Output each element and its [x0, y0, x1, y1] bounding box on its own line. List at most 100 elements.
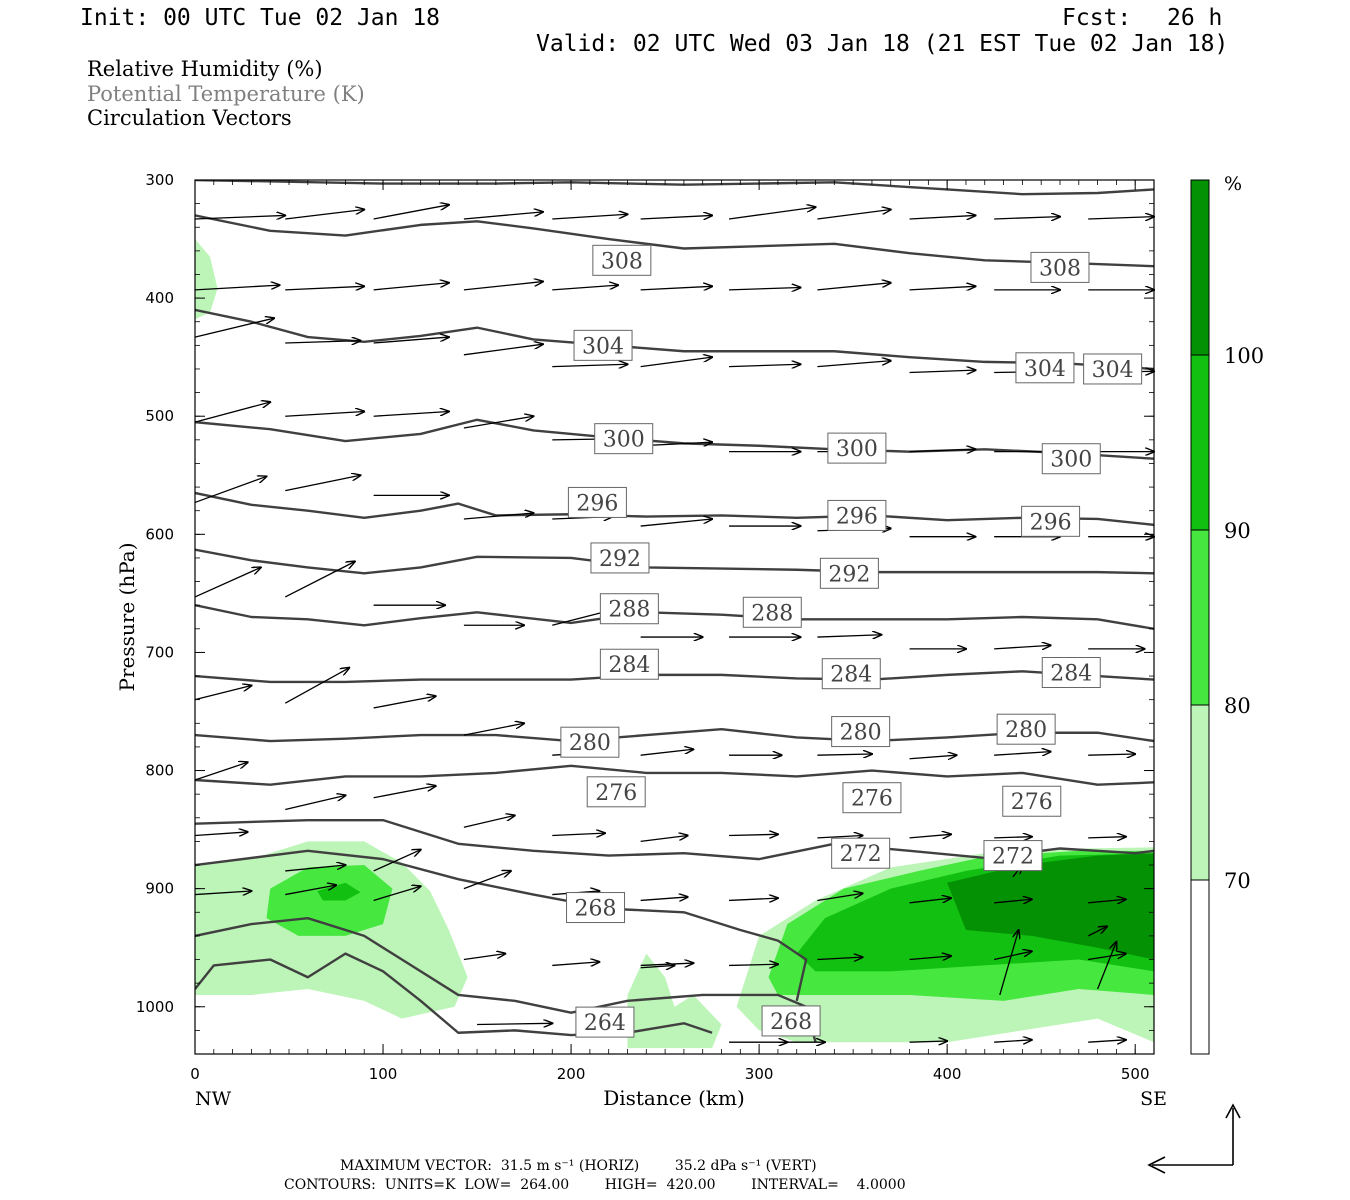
y-tick-label: 300	[145, 171, 174, 189]
contour-label: 296	[1021, 505, 1081, 537]
circulation-vector	[463, 954, 505, 961]
contour-label-text: 276	[1011, 790, 1053, 815]
circulation-vector	[194, 762, 248, 781]
circulation-vector	[640, 749, 694, 756]
circulation-vector	[285, 341, 360, 343]
contour-label-text: 284	[830, 663, 872, 688]
colorbar-unit-label: %	[1224, 173, 1242, 195]
circulation-vector	[463, 513, 534, 520]
contour-label-text: 268	[575, 897, 617, 922]
contour-label-box	[1002, 785, 1062, 817]
circulation-vector	[729, 364, 800, 366]
y-tick-label: 500	[145, 407, 174, 425]
contour-label: 300	[1041, 443, 1101, 475]
contour-label-box	[590, 542, 650, 574]
circulation-vector	[728, 207, 815, 220]
theta-contour	[195, 604, 1154, 630]
contour-label-text: 296	[836, 504, 878, 529]
contour-label-box	[842, 782, 902, 814]
contour-label: 284	[599, 648, 659, 680]
contour-label-text: 300	[603, 428, 645, 453]
circulation-vector	[1088, 837, 1126, 838]
contour-label: 300	[827, 432, 887, 464]
circulation-vector	[994, 951, 1032, 961]
circulation-vector	[194, 215, 285, 219]
circulation-vector	[994, 752, 1050, 756]
y-tick-label: 1000	[136, 998, 174, 1016]
x-tick-label: 0	[190, 1065, 200, 1083]
contour-label: 272	[983, 840, 1043, 872]
x-left-end-label: NW	[195, 1088, 232, 1110]
contour-label-box	[594, 423, 654, 455]
contour-label: 296	[827, 499, 887, 531]
circulation-vector	[285, 885, 336, 896]
contour-label: 288	[599, 593, 659, 625]
circulation-vector	[909, 449, 976, 451]
circulation-vector	[1088, 217, 1154, 219]
rh-region	[195, 239, 218, 320]
y-tick-label: 700	[145, 643, 174, 661]
circulation-vector	[194, 567, 261, 598]
circulation-vector	[194, 832, 248, 836]
circulation-vector	[909, 286, 976, 290]
colorbar-level-label: 70	[1224, 869, 1251, 893]
circulation-vector	[909, 956, 951, 960]
contour-label-text: 300	[1050, 448, 1092, 473]
circulation-vector	[817, 635, 881, 637]
contour-label-box	[599, 648, 659, 680]
init-time: Init: 00 UTC Tue 02 Jan 18	[80, 5, 441, 31]
circulation-vector	[994, 1040, 1032, 1042]
contour-label: 284	[1041, 657, 1101, 689]
contour-label-box	[599, 593, 659, 625]
contour-label-text: 280	[1005, 718, 1047, 743]
contour-label-text: 296	[576, 491, 618, 516]
circulation-vector	[285, 475, 360, 492]
contour-label-box	[821, 658, 881, 690]
contour-info-note: CONTOURS: UNITS=K LOW= 264.00 HIGH= 420.…	[284, 1177, 906, 1193]
circulation-vector	[909, 370, 976, 372]
circulation-vector	[285, 210, 364, 220]
contour-label-text: 276	[595, 781, 637, 806]
legend-relative-humidity: Relative Humidity (%)	[87, 57, 323, 81]
contour-label: 292	[819, 557, 879, 589]
forecast-label: Fcst:	[1062, 5, 1132, 31]
contour-label: 304	[573, 329, 633, 361]
circulation-vector	[909, 755, 957, 759]
circulation-vector	[817, 957, 862, 959]
circulation-vector	[1087, 926, 1107, 937]
contour-label-box	[586, 776, 646, 808]
circulation-vector	[994, 645, 1050, 649]
contour-label-box	[573, 329, 633, 361]
contour-label-box	[831, 716, 891, 748]
circulation-vector	[994, 837, 1032, 838]
circulation-vector	[194, 476, 266, 504]
circulation-vector	[284, 668, 349, 704]
circulation-vector	[817, 893, 862, 902]
contour-label-text: 292	[599, 547, 641, 572]
contour-label: 276	[586, 776, 646, 808]
circulation-vector	[640, 836, 688, 843]
vector-scale-icon	[1147, 1103, 1241, 1174]
colorbar-level-label: 90	[1224, 519, 1251, 543]
contour-label-text: 264	[584, 1011, 626, 1036]
circulation-vector	[194, 285, 280, 291]
circulation-vector	[909, 1041, 948, 1042]
circulation-vector	[729, 834, 778, 835]
circulation-vector	[1088, 754, 1135, 755]
theta-contour	[195, 916, 817, 1043]
circulation-vector	[552, 364, 627, 366]
colorbar-segment	[1191, 530, 1209, 705]
x-tick-label: 500	[1121, 1065, 1150, 1083]
circulation-vector	[284, 561, 355, 598]
contour-label-box	[1083, 353, 1143, 385]
contour-label-text: 304	[1024, 357, 1066, 382]
theta-contour	[195, 418, 1154, 460]
theta-contour	[195, 180, 1154, 196]
circulation-vector	[817, 754, 872, 755]
circulation-vector	[817, 210, 890, 220]
contour-label: 272	[831, 837, 891, 869]
colorbar-segment	[1191, 880, 1209, 1054]
contour-label-text: 300	[836, 437, 878, 462]
circulation-vector	[909, 898, 951, 904]
contour-label: 304	[1083, 353, 1143, 385]
